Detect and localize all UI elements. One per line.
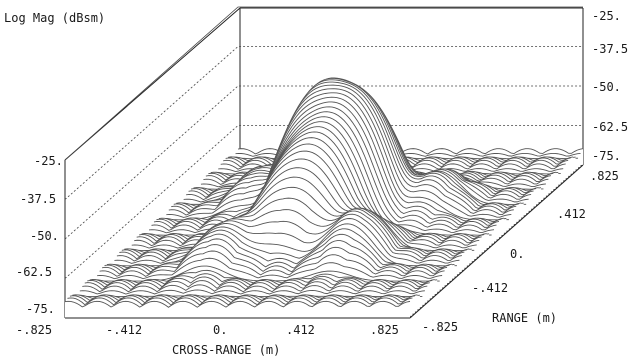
surface-line bbox=[153, 106, 500, 229]
surface-line bbox=[156, 101, 502, 227]
y-tick: -.825 bbox=[422, 320, 458, 334]
z-tick-right: -50. bbox=[592, 80, 621, 94]
surface-line bbox=[67, 297, 413, 306]
z-tick-left: -25. bbox=[34, 154, 63, 168]
surface-line bbox=[166, 84, 512, 218]
y-ticks: .825 .412 0. -.412 -.825 bbox=[422, 169, 619, 334]
z-tick-right: -75. bbox=[592, 149, 621, 163]
surface-line bbox=[131, 158, 477, 249]
surface-line bbox=[121, 197, 467, 258]
surface-ridge bbox=[65, 301, 410, 318]
surface-line bbox=[163, 88, 509, 221]
surface-line bbox=[116, 213, 462, 262]
surface-line bbox=[171, 79, 517, 214]
front-edges bbox=[65, 164, 584, 319]
z-tick-right: -37.5 bbox=[592, 42, 628, 56]
surface-line bbox=[158, 96, 504, 225]
surface-line bbox=[101, 244, 448, 275]
z-tick-left: -37.5 bbox=[20, 192, 56, 206]
z-tick-right: -25. bbox=[592, 9, 621, 23]
surface-line bbox=[119, 209, 465, 260]
y-axis-label: RANGE (m) bbox=[492, 311, 557, 325]
surface-line bbox=[173, 77, 519, 211]
surface-line bbox=[79, 289, 425, 295]
surface-line bbox=[168, 81, 514, 216]
surface-line bbox=[87, 276, 433, 288]
surface-line bbox=[72, 294, 418, 302]
x-tick: 0. bbox=[213, 323, 227, 337]
surface-line bbox=[114, 218, 460, 264]
x-tick: .412 bbox=[286, 323, 315, 337]
z-tick-left: -75. bbox=[26, 302, 55, 316]
surface-line bbox=[136, 143, 482, 245]
z-tick-left: -62.5 bbox=[16, 265, 52, 279]
z-gridline bbox=[64, 6, 583, 161]
surface-line bbox=[141, 131, 487, 240]
z-gridline bbox=[64, 46, 583, 200]
z-ticks-right: -25. -37.5 -50. -62.5 -75. bbox=[592, 9, 628, 163]
surface-line bbox=[176, 77, 522, 209]
y-tick: .825 bbox=[590, 169, 619, 183]
z-ticks-left: -25. -37.5 -50. -62.5 -75. bbox=[16, 154, 63, 316]
surface-line bbox=[82, 284, 428, 293]
surface-line bbox=[134, 150, 480, 247]
surface-line bbox=[106, 233, 453, 271]
surface-line bbox=[151, 111, 497, 231]
x-tick: -.825 bbox=[16, 323, 52, 337]
surface-line bbox=[104, 238, 450, 273]
x-tick: -.412 bbox=[106, 323, 142, 337]
surface-line bbox=[97, 257, 443, 280]
surface-line bbox=[69, 295, 416, 304]
surface-line bbox=[161, 92, 507, 223]
x-tick: .825 bbox=[370, 323, 399, 337]
surface-line bbox=[148, 116, 495, 234]
z-gridline bbox=[64, 125, 583, 279]
surface-line bbox=[99, 250, 445, 277]
x-axis-label: CROSS-RANGE (m) bbox=[172, 343, 280, 357]
surface-mesh bbox=[64, 77, 584, 318]
z-tick-right: -62.5 bbox=[592, 120, 628, 134]
surface-line bbox=[84, 280, 430, 291]
surface-line bbox=[89, 273, 435, 286]
z-gridline bbox=[64, 85, 583, 240]
x-ticks: -.825 -.412 0. .412 .825 bbox=[16, 323, 399, 337]
z-tick-left: -50. bbox=[30, 229, 59, 243]
surface-line bbox=[64, 300, 411, 308]
z-axis-label: Log Mag (dBsm) bbox=[4, 11, 105, 25]
y-tick: .412 bbox=[557, 207, 586, 221]
y-tick: -.412 bbox=[472, 281, 508, 295]
surface-line bbox=[139, 137, 485, 242]
y-tick: 0. bbox=[510, 247, 524, 261]
